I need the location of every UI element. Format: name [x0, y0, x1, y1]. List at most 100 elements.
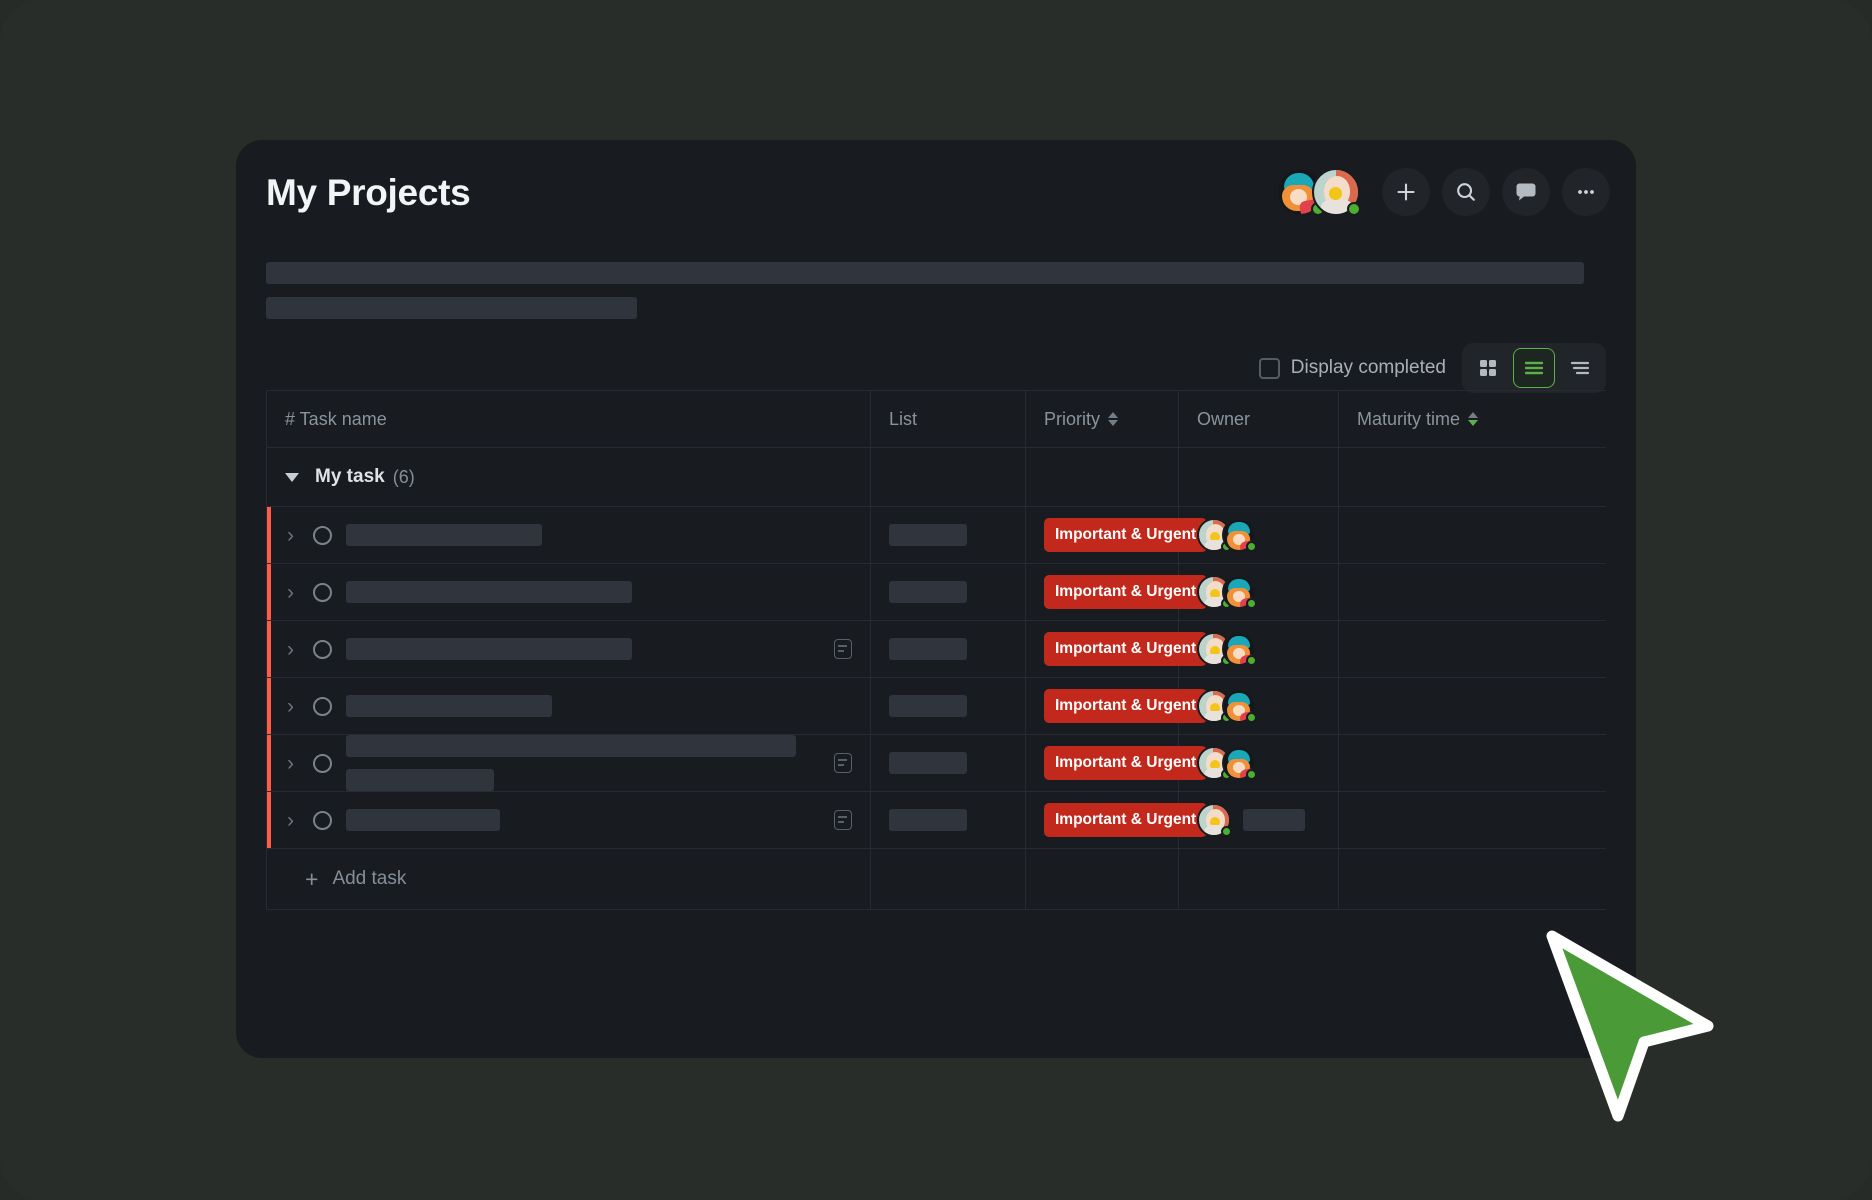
table-row[interactable]: › Important & Urgent [267, 735, 1606, 792]
table-row[interactable]: › Important & Urgent [267, 564, 1606, 621]
owner-name-placeholder [1243, 809, 1305, 831]
priority-badge[interactable]: Important & Urgent [1044, 689, 1208, 723]
cell-list[interactable] [871, 792, 1026, 848]
cell-list[interactable] [871, 621, 1026, 677]
avatar-anime-character[interactable] [1222, 746, 1257, 780]
cell-task-name[interactable]: › [267, 735, 871, 791]
sort-arrows-icon[interactable] [1108, 412, 1119, 426]
add-cell-priority [1026, 849, 1179, 909]
cell-task-name[interactable]: › [267, 564, 871, 620]
list-placeholder [889, 695, 967, 717]
column-label: Owner [1197, 408, 1251, 429]
column-header-task-name[interactable]: # Task name [267, 391, 871, 447]
table-row[interactable]: › Important & Urgent [267, 507, 1606, 564]
priority-badge[interactable]: Important & Urgent [1044, 575, 1208, 609]
cell-task-name[interactable]: › [267, 507, 871, 563]
avatar-anime-character[interactable] [1222, 518, 1257, 552]
task-complete-checkbox[interactable] [313, 582, 332, 602]
header-actions [1276, 168, 1610, 216]
chevron-right-icon[interactable]: › [287, 637, 294, 661]
priority-badge[interactable]: Important & Urgent [1044, 632, 1208, 666]
cell-owner[interactable] [1179, 792, 1339, 848]
cell-priority[interactable]: Important & Urgent [1026, 792, 1208, 848]
group-cell-list [871, 448, 1026, 506]
task-complete-checkbox[interactable] [313, 753, 332, 773]
cell-owner[interactable] [1179, 507, 1339, 563]
add-task-row[interactable]: + Add task [267, 849, 1606, 910]
cell-maturity-time[interactable] [1339, 507, 1606, 563]
avatar-anime-character[interactable] [1222, 632, 1257, 666]
cell-list[interactable] [871, 507, 1026, 563]
cell-maturity-time[interactable] [1339, 678, 1606, 734]
sort-arrows-descending-icon[interactable] [1468, 412, 1479, 426]
priority-badge[interactable]: Important & Urgent [1044, 746, 1208, 780]
cell-maturity-time[interactable] [1339, 735, 1606, 791]
note-icon[interactable] [834, 639, 852, 659]
cell-maturity-time[interactable] [1339, 564, 1606, 620]
cell-maturity-time[interactable] [1339, 792, 1606, 848]
column-header-list[interactable]: List [871, 391, 1026, 447]
priority-accent-bar [267, 621, 271, 677]
task-group-row[interactable]: My task (6) [267, 448, 1606, 507]
chevron-right-icon[interactable]: › [287, 694, 294, 718]
chevron-down-icon[interactable] [285, 472, 299, 482]
task-complete-checkbox[interactable] [313, 810, 332, 830]
task-complete-checkbox[interactable] [313, 525, 332, 545]
table-row[interactable]: › Important & Urgent [267, 678, 1606, 735]
cell-priority[interactable]: Important & Urgent [1026, 678, 1208, 734]
task-complete-checkbox[interactable] [313, 639, 332, 659]
cell-task-name[interactable]: › [267, 678, 871, 734]
chevron-right-icon[interactable]: › [287, 523, 294, 547]
cell-owner[interactable] [1179, 735, 1339, 791]
task-complete-checkbox[interactable] [313, 696, 332, 716]
priority-badge[interactable]: Important & Urgent [1044, 803, 1208, 837]
cell-task-name[interactable]: › [267, 621, 871, 677]
checkbox-box[interactable] [1258, 357, 1280, 379]
note-icon[interactable] [834, 810, 852, 830]
more-button[interactable] [1562, 168, 1610, 216]
owner-avatars [1197, 575, 1257, 609]
cell-priority[interactable]: Important & Urgent [1026, 735, 1208, 791]
avatar-anime-character[interactable] [1222, 575, 1257, 609]
sort-icon [1570, 361, 1590, 375]
task-name-placeholder [346, 581, 632, 603]
cell-owner[interactable] [1179, 621, 1339, 677]
avatar-baby-photo[interactable] [1197, 803, 1232, 837]
chevron-right-icon[interactable]: › [287, 751, 294, 775]
add-task-button[interactable]: + Add task [267, 849, 871, 909]
cell-list[interactable] [871, 564, 1026, 620]
add-button[interactable] [1382, 168, 1430, 216]
cell-priority[interactable]: Important & Urgent [1026, 564, 1208, 620]
sort-view-button[interactable] [1559, 348, 1601, 388]
column-header-priority[interactable]: Priority [1026, 391, 1179, 447]
table-row[interactable]: › Important & Urgent [267, 621, 1606, 678]
chat-button[interactable] [1502, 168, 1550, 216]
list-view-button[interactable] [1513, 348, 1555, 388]
column-header-owner[interactable]: Owner [1179, 391, 1339, 447]
task-name [346, 735, 824, 791]
display-completed-checkbox[interactable]: Display completed [1258, 357, 1446, 379]
cell-list[interactable] [871, 678, 1026, 734]
table-row[interactable]: › Important & Urgent [267, 792, 1606, 849]
priority-accent-bar [267, 678, 271, 734]
task-name-placeholder [346, 638, 632, 660]
cell-maturity-time[interactable] [1339, 621, 1606, 677]
chevron-right-icon[interactable]: › [287, 580, 294, 604]
avatar-baby-photo[interactable] [1312, 168, 1361, 216]
cell-task-name[interactable]: › [267, 792, 871, 848]
avatar-anime-character[interactable] [1222, 689, 1257, 723]
cell-owner[interactable] [1179, 678, 1339, 734]
column-header-maturity-time[interactable]: Maturity time [1339, 391, 1606, 447]
chevron-right-icon[interactable]: › [287, 808, 294, 832]
cell-list[interactable] [871, 735, 1026, 791]
cell-owner[interactable] [1179, 564, 1339, 620]
note-icon[interactable] [834, 753, 852, 773]
search-button[interactable] [1442, 168, 1490, 216]
cell-priority[interactable]: Important & Urgent [1026, 621, 1208, 677]
owner-avatars [1197, 746, 1257, 780]
priority-badge[interactable]: Important & Urgent [1044, 518, 1208, 552]
cell-priority[interactable]: Important & Urgent [1026, 507, 1208, 563]
grid-icon [1480, 360, 1496, 376]
priority-accent-bar [267, 735, 271, 791]
grid-view-button[interactable] [1467, 348, 1509, 388]
